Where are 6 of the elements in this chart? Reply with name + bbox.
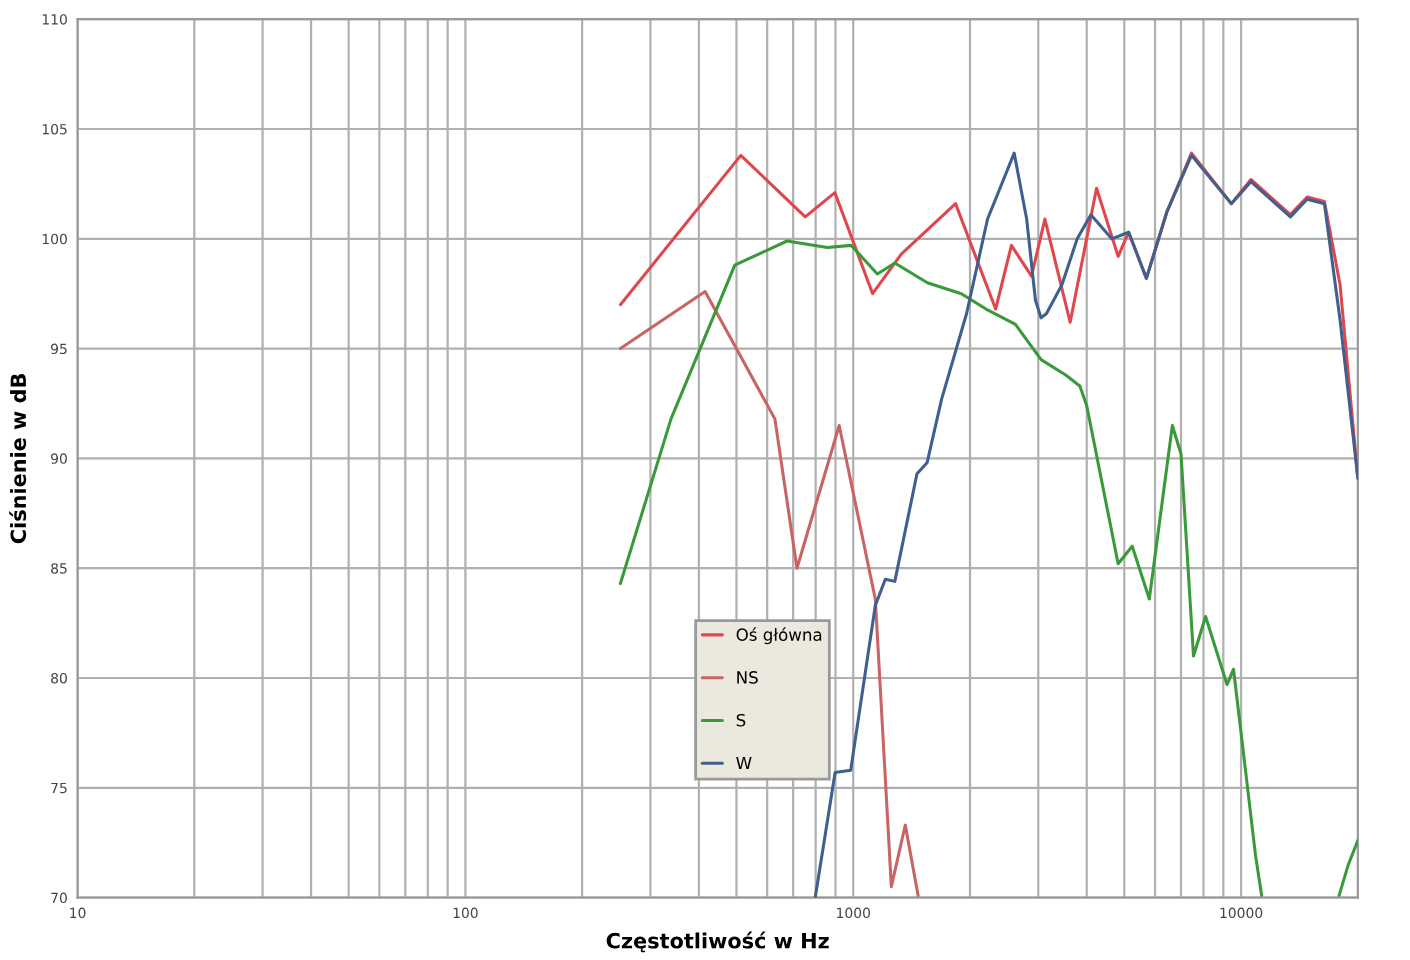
legend-label: W [736, 756, 752, 770]
legend-label: NS [737, 671, 758, 684]
legend-label: Oś główna [736, 627, 822, 645]
y-axis-title: Ciśnienie w dB [9, 374, 27, 544]
x-axis-title: Częstotliwość w Hz [606, 931, 829, 953]
legend-label: S [736, 713, 746, 727]
